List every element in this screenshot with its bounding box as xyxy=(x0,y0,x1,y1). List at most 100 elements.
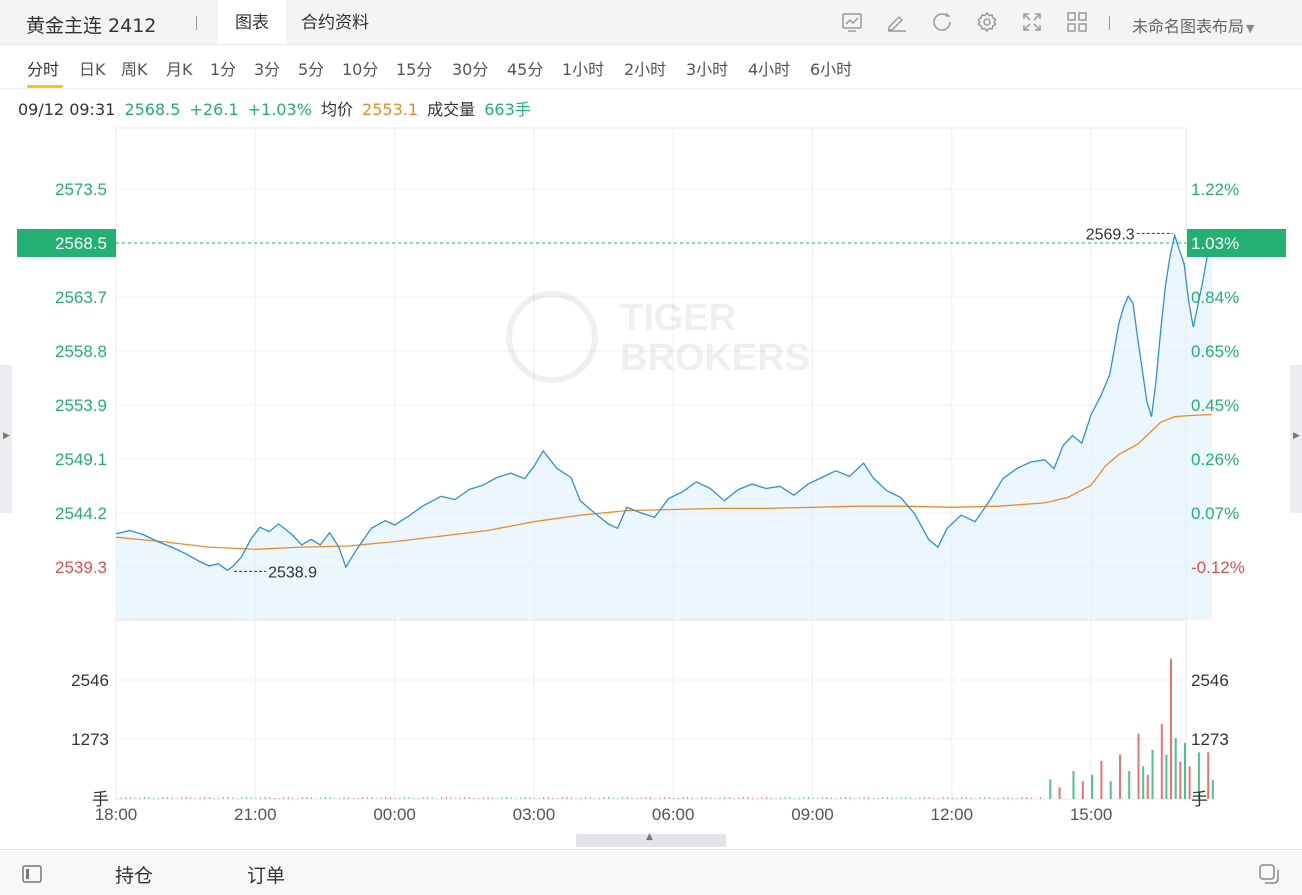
volume-bar xyxy=(784,796,786,799)
volume-bar xyxy=(190,797,192,799)
volume-bar xyxy=(125,796,127,799)
volume-bar xyxy=(761,797,763,799)
volume-bar xyxy=(812,797,814,799)
volume-value: 663手 xyxy=(484,100,531,119)
positions-button[interactable]: 持仓 xyxy=(115,865,154,887)
volume-bar xyxy=(204,796,206,799)
period-5m[interactable]: 5分 xyxy=(298,60,325,79)
volume-axis-label: 1273 xyxy=(71,730,109,749)
volume-bar xyxy=(1100,760,1103,799)
volume-bar xyxy=(181,797,182,799)
quote-change: +26.1 xyxy=(189,100,239,119)
volume-bar xyxy=(334,798,336,799)
volume-bar xyxy=(650,797,651,799)
volume-bar xyxy=(315,798,317,799)
time-axis-label: 00:00 xyxy=(373,805,416,824)
volume-bar xyxy=(1160,724,1163,799)
volume-bar xyxy=(506,796,507,799)
volume-bar xyxy=(185,796,187,799)
left-panel-toggle[interactable]: ▶ xyxy=(0,365,12,513)
volume-bar xyxy=(965,796,967,799)
volume-bar xyxy=(120,797,122,799)
volume-bar xyxy=(821,797,823,799)
gear-icon[interactable] xyxy=(975,10,999,34)
volume-bar xyxy=(1119,754,1121,799)
period-3h[interactable]: 3小时 xyxy=(686,60,729,79)
period-4h[interactable]: 4小时 xyxy=(748,60,791,79)
watermark-text-2: BROKERS xyxy=(620,337,810,379)
volume-bar xyxy=(538,797,540,799)
volume-bar xyxy=(427,796,429,799)
volume-bar xyxy=(571,797,572,799)
volume-bar xyxy=(905,796,907,799)
period-week[interactable]: 周K xyxy=(121,60,148,79)
volume-bar xyxy=(626,796,628,799)
period-10m[interactable]: 10分 xyxy=(342,60,379,79)
intraday-chart[interactable]: TIGER BROKERS 2573.52568.52563.72558.825… xyxy=(0,0,1302,830)
window-icon[interactable] xyxy=(1258,863,1280,885)
chart-icon[interactable] xyxy=(840,10,864,34)
sidebar-icon[interactable] xyxy=(21,863,43,885)
volume-bar xyxy=(343,796,345,799)
volume-bar xyxy=(854,798,856,799)
expand-icon[interactable] xyxy=(1020,10,1044,34)
volume-bar xyxy=(464,796,466,799)
period-3m[interactable]: 3分 xyxy=(254,60,281,79)
volume-bar xyxy=(961,797,963,799)
right-panel-toggle[interactable]: ▶ xyxy=(1290,365,1302,513)
volume-bar xyxy=(134,798,136,799)
volume-bar xyxy=(1007,796,1009,799)
period-45m[interactable]: 45分 xyxy=(507,60,544,79)
chevron-right-icon: ▶ xyxy=(3,431,10,441)
volume-unit-label: 手 xyxy=(1191,790,1208,809)
volume-bar xyxy=(213,797,215,799)
refresh-icon[interactable] xyxy=(930,10,954,34)
period-2h[interactable]: 2小时 xyxy=(624,60,667,79)
orders-button[interactable]: 订单 xyxy=(247,865,286,887)
period-month[interactable]: 月K xyxy=(166,60,193,79)
tab-chart[interactable]: 图表 xyxy=(218,0,286,44)
period-intraday[interactable]: 分时 xyxy=(27,60,60,79)
volume-bar xyxy=(1211,780,1214,799)
tab-contract-info[interactable]: 合约资料 xyxy=(301,13,369,33)
volume-bar xyxy=(715,798,716,799)
volume-bar xyxy=(338,797,340,799)
pencil-icon[interactable] xyxy=(885,10,909,34)
volume-bar xyxy=(278,797,280,799)
period-1m[interactable]: 1分 xyxy=(210,60,237,79)
time-axis-label: 06:00 xyxy=(652,805,695,824)
volume-bar xyxy=(390,797,391,799)
period-30m[interactable]: 30分 xyxy=(452,60,489,79)
watermark-text-1: TIGER xyxy=(620,297,736,339)
chart-frame xyxy=(115,127,1187,800)
period-day[interactable]: 日K xyxy=(79,60,106,79)
layout-dropdown[interactable]: 未命名图表布局 ▼ xyxy=(1132,13,1254,37)
volume-bar xyxy=(566,796,568,799)
volume-bar xyxy=(478,797,480,799)
period-1h[interactable]: 1小时 xyxy=(562,60,605,79)
period-15m[interactable]: 15分 xyxy=(396,60,433,79)
volume-bar xyxy=(357,798,359,799)
volume-bar xyxy=(659,797,661,799)
bottom-panel-handle[interactable]: ▲ xyxy=(576,832,726,847)
volume-bar xyxy=(636,798,638,799)
volume-bar xyxy=(1016,798,1018,799)
grid-icon[interactable] xyxy=(1065,10,1089,34)
volume-bar xyxy=(459,797,461,799)
quote-change-pct: +1.03% xyxy=(247,100,312,119)
volume-bar xyxy=(998,797,1000,799)
volume-bar xyxy=(292,797,294,799)
volume-bar xyxy=(682,796,684,799)
volume-bar xyxy=(979,797,981,799)
current-price-tag xyxy=(17,229,116,257)
pct-axis-label: 1.22% xyxy=(1191,180,1239,199)
price-axis-label: 2549.1 xyxy=(55,450,107,469)
pct-axis-label: 0.45% xyxy=(1191,396,1239,415)
period-6h[interactable]: 6小时 xyxy=(810,60,853,79)
volume-bar xyxy=(594,798,596,799)
volume-bar xyxy=(306,796,308,799)
volume-bar xyxy=(900,797,902,799)
volume-bar xyxy=(408,796,410,799)
volume-bar xyxy=(403,796,405,799)
time-axis-label: 12:00 xyxy=(931,805,974,824)
